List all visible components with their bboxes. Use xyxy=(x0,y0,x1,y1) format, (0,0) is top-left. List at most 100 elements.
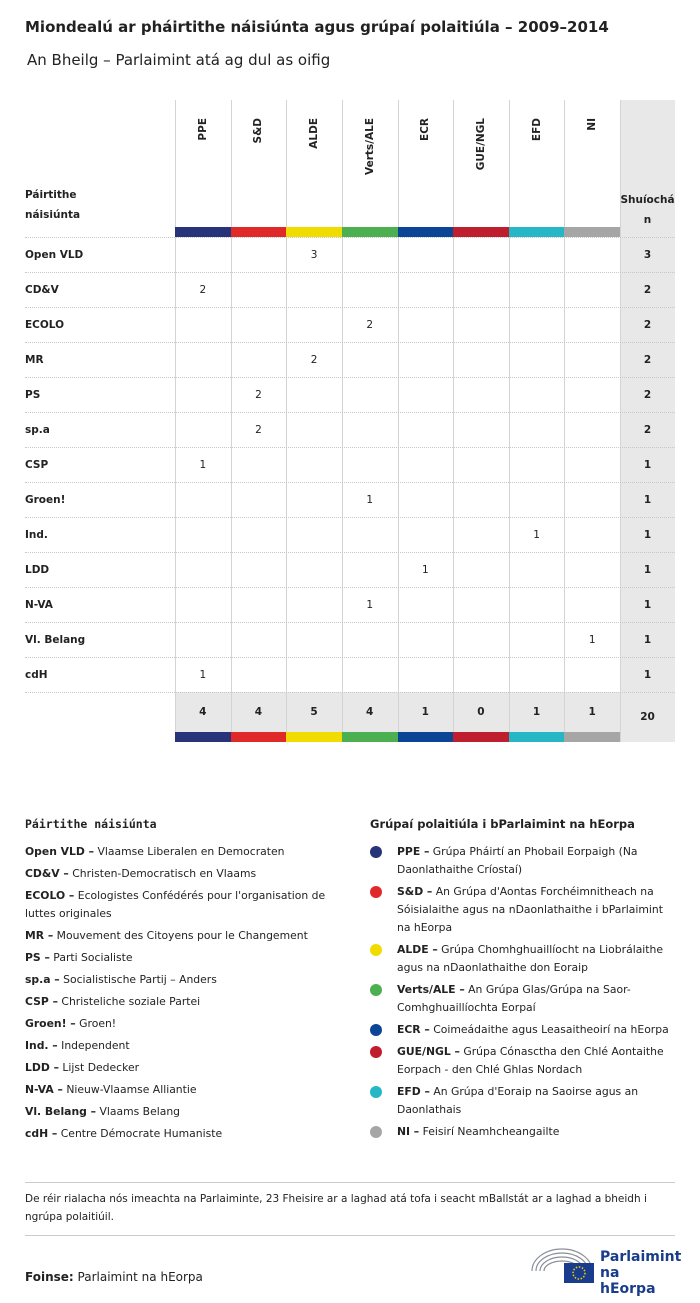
legend-text: Vlaamse Liberalen en Democraten xyxy=(97,845,285,858)
total-column xyxy=(620,100,675,742)
divider xyxy=(25,1235,675,1236)
legend-item: Ind. – Independent xyxy=(25,1037,345,1055)
legend-swatch xyxy=(370,886,382,898)
legend-title: Grúpaí polaitiúla i bParlaimint na hEorp… xyxy=(370,817,635,831)
group-color-bar xyxy=(341,732,398,742)
legend-abbr: Vl. Belang – xyxy=(25,1105,97,1118)
column-line xyxy=(564,100,566,742)
party-name: sp.a xyxy=(25,423,50,436)
legend-abbr: PS – xyxy=(25,951,50,964)
party-name: cdH xyxy=(25,668,48,681)
legend-abbr: Groen! – xyxy=(25,1017,76,1030)
legend-text: An Grúpa d'Eoraip na Saoirse agus an Dao… xyxy=(397,1085,639,1116)
legend-swatch xyxy=(370,944,382,956)
legend-item: N-VA – Nieuw-Vlaamse Alliantie xyxy=(25,1081,345,1099)
row-total: 3 xyxy=(643,248,652,261)
legend-abbr: ECR – xyxy=(397,1023,430,1036)
source-text: Parlaimint na hEorpa xyxy=(77,1270,203,1284)
legend-item: EFD – An Grúpa d'Eoraip na Saoirse agus … xyxy=(370,1083,670,1119)
divider xyxy=(25,1182,675,1183)
group-color-bar xyxy=(341,227,398,237)
party-name: MR xyxy=(25,353,44,366)
group-total: 4 xyxy=(366,706,374,718)
legend-item: PS – Parti Socialiste xyxy=(25,949,345,967)
legend-text: Lijst Dedecker xyxy=(62,1061,140,1074)
legend-abbr: Ind. – xyxy=(25,1039,58,1052)
seat-count: 1 xyxy=(533,528,540,541)
legend-text: Vlaams Belang xyxy=(99,1105,181,1118)
seat-count: 2 xyxy=(255,423,262,436)
legend-abbr: LDD – xyxy=(25,1061,59,1074)
row-line xyxy=(25,552,675,553)
group-header: S&D xyxy=(252,118,265,144)
corner-label: Páirtithe náisiúnta xyxy=(25,189,81,221)
legend-text: Grúpa Cónasctha den Chlé Aontaithe Eorpa… xyxy=(397,1045,664,1076)
row-total: 1 xyxy=(643,668,652,681)
row-line xyxy=(25,587,675,588)
group-color-bar xyxy=(286,227,342,237)
party-name: PS xyxy=(25,388,41,401)
legend-text: An Grúpa d'Aontas Forchéimnitheach na Só… xyxy=(397,885,663,934)
party-name: Vl. Belang xyxy=(25,633,86,646)
legend-abbr: ALDE – xyxy=(397,943,438,956)
group-color-bar xyxy=(564,732,620,742)
group-color-bar xyxy=(508,732,565,742)
group-legend: Grúpaí polaitiúla i bParlaimint na hEorp… xyxy=(370,815,670,1145)
row-line xyxy=(25,237,675,238)
row-total: 1 xyxy=(643,598,652,611)
row-line xyxy=(25,657,675,658)
legend-text: Grúpa Chomhghuaillíocht na Liobrálaithe … xyxy=(397,943,664,974)
legend-item: LDD – Lijst Dedecker xyxy=(25,1059,345,1077)
seat-count: 1 xyxy=(366,598,374,611)
seat-count: 1 xyxy=(199,668,207,681)
logo-text: Parlaimint na hEorpa xyxy=(600,1249,682,1297)
group-header: ECR xyxy=(419,118,432,141)
legend-abbr: sp.a – xyxy=(25,973,60,986)
row-line xyxy=(25,342,675,343)
legend-abbr: Verts/ALE – xyxy=(397,983,465,996)
legend-text: Christeliche soziale Partei xyxy=(61,995,201,1008)
group-total: 1 xyxy=(588,706,596,718)
party-name: CSP xyxy=(25,458,49,471)
legend-text: Mouvement des Citoyens pour le Changemen… xyxy=(56,929,308,942)
legend-abbr: GUE/NGL – xyxy=(397,1045,460,1058)
group-header: Verts/ALE xyxy=(363,118,376,175)
party-name: ECOLO xyxy=(25,318,65,331)
row-line xyxy=(25,377,675,378)
group-total: 4 xyxy=(254,706,263,718)
row-total: 2 xyxy=(643,283,652,296)
legend-abbr: Open VLD – xyxy=(25,845,95,858)
legend-text: Feisirí Neamhcheangailte xyxy=(422,1125,560,1138)
legend-item: CSP – Christeliche soziale Partei xyxy=(25,993,345,1011)
legend-swatch xyxy=(370,1126,382,1138)
column-line xyxy=(397,100,399,742)
row-total: 1 xyxy=(643,493,652,506)
legend-abbr: MR – xyxy=(25,929,54,942)
legend-swatch xyxy=(370,1046,382,1058)
legend-swatch xyxy=(370,846,382,858)
legend-item: cdH – Centre Démocrate Humaniste xyxy=(25,1125,345,1143)
legend-swatch xyxy=(370,1086,382,1098)
legend-item: PPE – Grúpa Pháirtí an Phobail Eorpaigh … xyxy=(370,843,670,879)
column-line xyxy=(508,100,510,742)
group-header: ALDE xyxy=(308,118,321,149)
seat-count: 1 xyxy=(366,493,374,506)
source: Foinse: Parlaimint na hEorpa xyxy=(25,1270,203,1284)
group-color-bar xyxy=(397,227,454,237)
column-line xyxy=(341,100,343,742)
party-name: LDD xyxy=(25,563,50,576)
group-color-bar xyxy=(453,227,509,237)
legend-abbr: cdH – xyxy=(25,1127,58,1140)
legend-item: GUE/NGL – Grúpa Cónasctha den Chlé Aonta… xyxy=(370,1043,670,1079)
legend-item: ALDE – Grúpa Chomhghuaillíocht na Liobrá… xyxy=(370,941,670,977)
group-total: 4 xyxy=(199,706,207,718)
legend-text: An Grúpa Glas/Grúpa na Saor-Comhghuaillí… xyxy=(397,983,631,1014)
legend-text: Socialistische Partij – Anders xyxy=(63,973,217,986)
legend-item: ECOLO – Ecologistes Confédérés pour l'or… xyxy=(25,887,345,923)
row-line xyxy=(25,272,675,273)
row-line xyxy=(25,517,675,518)
column-line xyxy=(453,100,455,742)
legend-swatch xyxy=(370,1024,382,1036)
seat-count: 2 xyxy=(310,353,318,366)
row-line xyxy=(25,307,675,308)
